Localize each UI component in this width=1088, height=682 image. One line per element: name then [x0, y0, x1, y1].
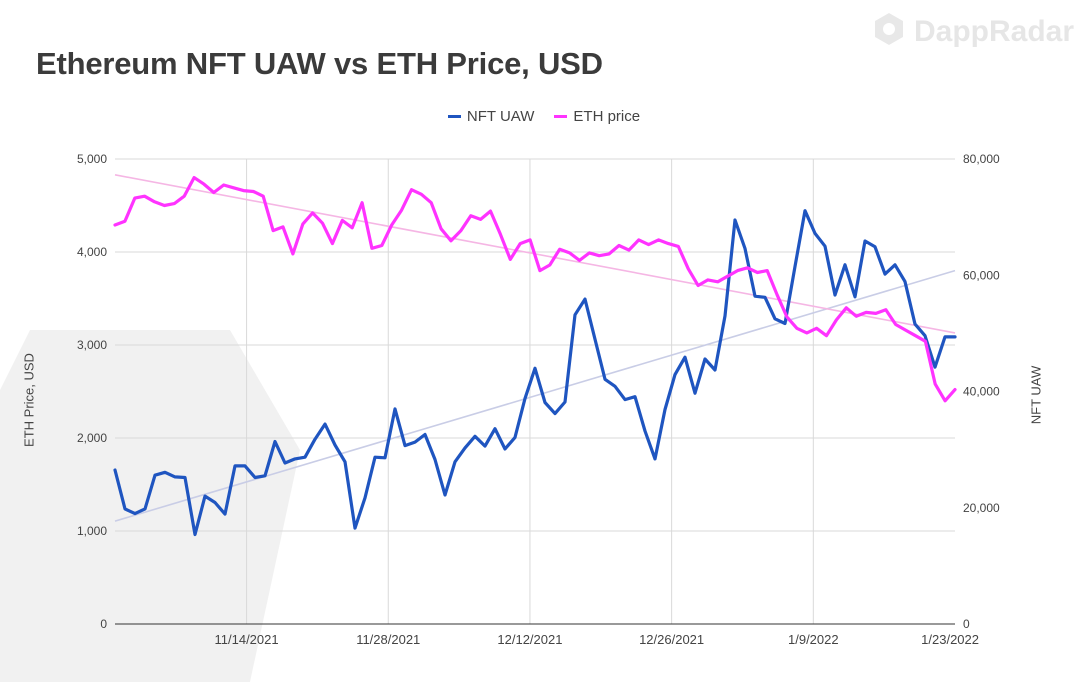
- x-tick-label: 11/28/2021: [356, 632, 420, 647]
- legend-swatch-eth-price: [554, 115, 568, 118]
- legend-label-eth-price: ETH price: [573, 108, 641, 125]
- y-left-tick-label: 0: [100, 617, 107, 631]
- brand-name: DappRadar: [914, 14, 1075, 48]
- brand-logo: DappRadar: [872, 12, 1074, 51]
- y-left-tick-label: 4,000: [77, 245, 107, 259]
- x-tick-label: 12/12/2021: [497, 632, 562, 647]
- legend-item-eth-price: ETH price: [554, 108, 640, 125]
- y-right-tick-label: 40,000: [963, 385, 1000, 399]
- legend-label-nft-uaw: NFT UAW: [466, 108, 535, 125]
- y-left-tick-label: 5,000: [77, 152, 107, 166]
- legend-item-nft-uaw: NFT UAW: [447, 108, 535, 125]
- y-right-tick-label: 60,000: [963, 268, 1000, 282]
- y-right-tick-label: 0: [963, 617, 970, 631]
- trendline-nft-uaw: [114, 269, 956, 522]
- legend-swatch-nft-uaw: [447, 115, 461, 118]
- y-left-tick-label: 1,000: [77, 524, 107, 538]
- y-right-tick-label: 20,000: [963, 501, 1000, 515]
- x-tick-label: 1/23/2022: [921, 632, 979, 647]
- x-tick-label: 1/9/2022: [788, 632, 839, 647]
- y-left-tick-label: 3,000: [77, 338, 107, 352]
- y-left-tick-label: 2,000: [77, 431, 107, 445]
- x-tick-label: 11/14/2021: [215, 632, 279, 647]
- dappradar-logo-icon: [872, 12, 906, 51]
- watermark-logo: [0, 330, 300, 682]
- series-line-nft-uaw: [113, 209, 957, 537]
- chart-title: Ethereum NFT UAW vs ETH Price, USD: [36, 46, 603, 81]
- legend: NFT UAW ETH price: [0, 108, 1088, 125]
- series-line-eth-price: [113, 176, 957, 403]
- y-right-tick-label: 80,000: [963, 152, 1000, 166]
- x-tick-label: 12/26/2021: [639, 632, 704, 647]
